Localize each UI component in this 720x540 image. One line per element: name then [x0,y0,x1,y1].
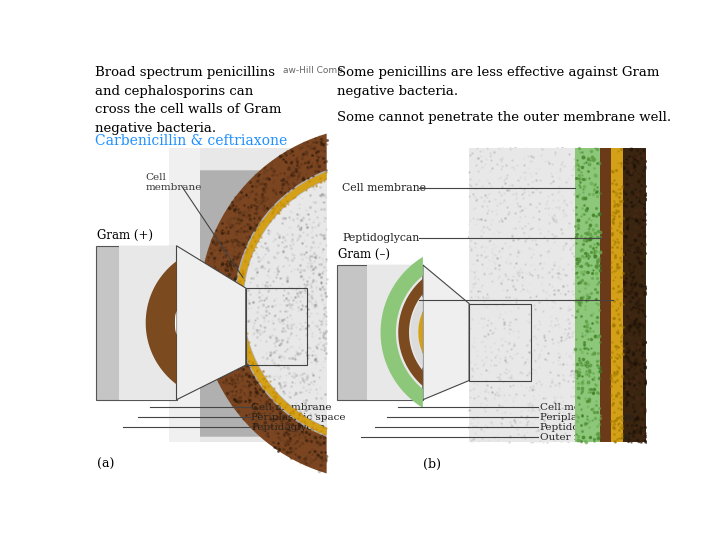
Bar [337,265,423,400]
Polygon shape [176,246,246,400]
Polygon shape [423,265,469,400]
Polygon shape [175,275,176,370]
Text: Cell membrane: Cell membrane [342,183,426,193]
Text: Periplasmic space: Periplasmic space [540,413,634,422]
Text: Carbenicillin & ceftriaxone: Carbenicillin & ceftriaxone [95,134,287,148]
Bar [119,246,176,400]
Bar [611,148,623,442]
Polygon shape [398,261,423,403]
Text: Gram (–): Gram (–) [338,248,390,261]
Polygon shape [235,163,327,444]
Text: Outer membrane: Outer membrane [342,295,436,305]
Text: (a): (a) [97,457,114,470]
Text: Periplasmic space: Periplasmic space [251,413,346,422]
Bar [469,148,577,442]
Text: Cell membrane: Cell membrane [540,403,621,412]
Bar [168,148,199,442]
Bar [575,148,600,442]
Text: Peptidoglycan: Peptidoglycan [342,233,419,243]
Bar [199,148,327,442]
Text: (b): (b) [423,457,441,470]
Polygon shape [145,246,176,400]
Bar [367,265,423,400]
Text: Cell
membrane: Cell membrane [145,173,202,192]
Text: Some penicillins are less effective against Gram
negative bacteria.: Some penicillins are less effective agai… [337,66,659,98]
Bar [469,303,531,381]
Bar [600,148,611,442]
Text: Cell membrane: Cell membrane [251,403,332,412]
Text: Broad spectrum penicillins
and cephalosporins can
cross the cell walls of Gram
n: Broad spectrum penicillins and cephalosp… [95,66,282,135]
Text: Outer membrane: Outer membrane [540,433,630,442]
Polygon shape [381,244,423,421]
Polygon shape [410,274,423,391]
Bar [623,148,647,442]
Bar [96,246,176,400]
Text: Some cannot penetrate the outer membrane well.: Some cannot penetrate the outer membrane… [337,111,671,124]
Bar [469,148,647,442]
Text: aw-Hill Comp: aw-Hill Comp [283,66,343,76]
Text: Peptidoglycan: Peptidoglycan [540,423,614,432]
Polygon shape [418,281,423,383]
Polygon shape [199,170,327,437]
Text: Gram (+): Gram (+) [97,229,153,242]
Bar [246,288,307,365]
Polygon shape [199,126,327,481]
Text: Peptidoglycan: Peptidoglycan [251,423,325,432]
